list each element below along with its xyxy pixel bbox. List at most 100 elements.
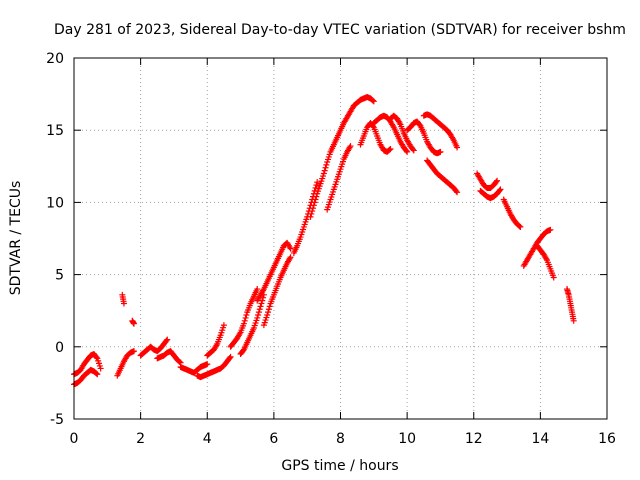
series-arc24	[474, 170, 501, 191]
data-point	[410, 147, 417, 154]
grid	[74, 58, 607, 419]
axis-ticks	[73, 57, 608, 420]
y-tick-label: 15	[46, 123, 64, 139]
data-point	[257, 303, 264, 310]
data-point	[240, 320, 247, 327]
data-point	[164, 336, 171, 343]
data-point	[369, 123, 376, 130]
y-axis-label: SDTVAR / TECUs	[8, 181, 24, 296]
series-arc4	[119, 291, 127, 307]
y-tick-label: 5	[55, 268, 64, 284]
y-tick-label: 20	[46, 51, 64, 67]
series-arc1	[71, 366, 101, 388]
series-arc5	[129, 317, 137, 327]
series-arc29	[564, 286, 577, 324]
data-point	[386, 146, 393, 153]
data-point	[255, 312, 262, 319]
data-point	[265, 306, 272, 313]
data-point	[403, 147, 410, 154]
data-point	[497, 186, 504, 193]
data-point	[493, 178, 500, 185]
series-arc25	[477, 186, 504, 202]
series-arc13	[254, 239, 294, 304]
data-point	[93, 370, 100, 377]
data-point	[321, 167, 328, 174]
data-point	[550, 274, 557, 281]
x-tick-label: 14	[531, 431, 549, 447]
series-arc17	[324, 143, 354, 213]
x-tick-label: 12	[465, 431, 483, 447]
data-point	[93, 354, 100, 361]
data-point	[547, 226, 554, 233]
data-point	[309, 208, 316, 215]
data-point	[387, 145, 394, 152]
data-point	[266, 303, 273, 310]
x-tick-label: 8	[336, 431, 345, 447]
series-arc9	[194, 353, 234, 381]
series-arc8	[177, 361, 211, 376]
data-point	[570, 317, 577, 324]
data-point	[265, 309, 272, 316]
data-point	[163, 337, 170, 344]
data-point	[255, 309, 262, 316]
data-point	[313, 193, 320, 200]
data-point	[226, 354, 233, 361]
data-point	[517, 223, 524, 230]
series-arc26	[500, 196, 524, 230]
series-arc10	[204, 322, 227, 359]
series-arc2	[71, 351, 104, 378]
series-arc6	[137, 336, 171, 359]
series-arc12	[237, 291, 267, 358]
data-point	[310, 202, 317, 209]
data-point	[494, 177, 501, 184]
data-point	[311, 199, 318, 206]
y-tick-label: 10	[46, 195, 64, 211]
x-tick-labels: 0 2 4 6 8 10 12 14 16	[70, 431, 616, 447]
data-point	[409, 146, 416, 153]
data-point	[310, 205, 317, 212]
series-arc28	[534, 242, 557, 281]
data-point	[313, 182, 320, 189]
data-point	[242, 314, 249, 321]
data-point	[204, 361, 211, 368]
data-point	[369, 97, 376, 104]
data-point	[454, 144, 461, 151]
data-point	[453, 188, 460, 195]
y-tick-label: 0	[55, 340, 64, 356]
series-arc3	[114, 348, 137, 379]
data-point	[404, 148, 411, 155]
x-axis-label: GPS time / hours	[281, 458, 398, 474]
series-arc22	[420, 111, 461, 151]
series-arc19	[370, 112, 411, 155]
x-tick-label: 0	[70, 431, 79, 447]
data-point	[516, 223, 523, 230]
data-point	[312, 184, 319, 191]
data-point	[323, 161, 330, 168]
x-tick-label: 6	[269, 431, 278, 447]
data-point	[437, 148, 444, 155]
data-point	[130, 320, 137, 327]
data-point	[227, 353, 234, 360]
series-arc14	[260, 254, 294, 329]
data-point	[264, 312, 271, 319]
data-point	[94, 371, 101, 378]
data-point	[254, 314, 261, 321]
chart-title: Day 281 of 2023, Sidereal Day-to-day VTE…	[54, 22, 626, 38]
data-points	[71, 93, 577, 388]
data-point	[220, 322, 227, 329]
data-point	[314, 179, 321, 186]
data-point	[322, 164, 329, 171]
data-point	[496, 187, 503, 194]
data-point	[97, 365, 104, 372]
series-arc20	[387, 112, 417, 154]
data-point	[256, 306, 263, 313]
data-point	[312, 196, 319, 203]
y-tick-labels: -5 0 5 10 15 20	[46, 51, 64, 428]
data-point	[287, 254, 294, 261]
data-point	[130, 348, 137, 355]
data-point	[370, 98, 377, 105]
data-point	[308, 210, 315, 217]
data-point	[258, 300, 265, 307]
y-tick-label: -5	[50, 412, 64, 428]
